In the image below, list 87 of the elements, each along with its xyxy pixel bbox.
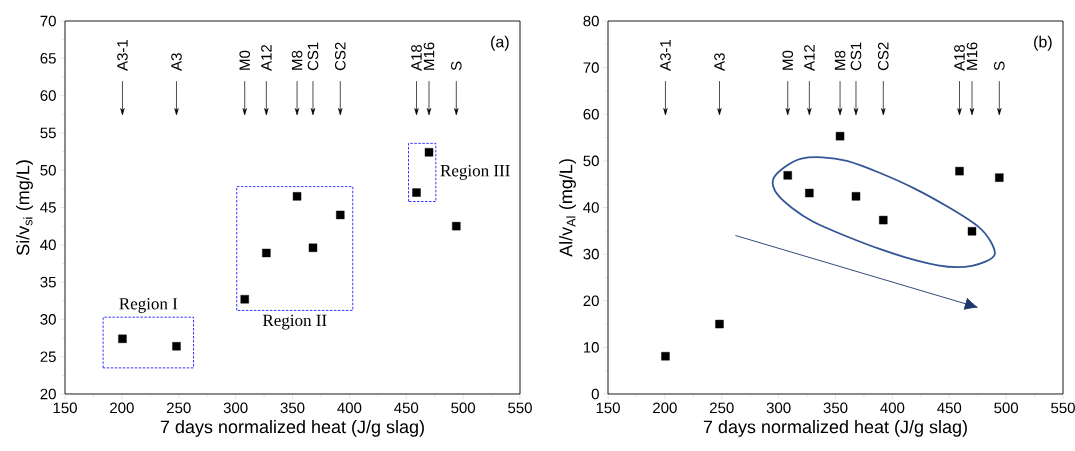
y-tick-label: 60 <box>583 108 599 120</box>
y-tick-label: 50 <box>40 164 56 176</box>
annotation: Region I <box>119 298 178 313</box>
x-tick-label: 200 <box>653 402 677 414</box>
point <box>240 295 249 304</box>
y-tick-label: 40 <box>583 202 599 213</box>
point <box>118 334 127 343</box>
annotation: A18 <box>411 44 422 71</box>
annotation: CS1 <box>850 42 862 71</box>
annotation: A12 <box>261 44 272 71</box>
annotation: S <box>993 61 1005 71</box>
annotation: A18 <box>954 44 965 71</box>
x-tick-label: 250 <box>710 402 734 414</box>
annotation: M8 <box>834 50 846 70</box>
point <box>336 210 345 220</box>
point <box>715 319 724 329</box>
x-axis-title: 7 days normalized heat (J/g slag) <box>703 420 967 437</box>
point <box>452 221 461 231</box>
x-tick-label: 150 <box>53 402 77 414</box>
point <box>308 243 318 252</box>
y-tick-label: 80 <box>583 15 599 27</box>
x-tick-label: 550 <box>508 402 532 414</box>
y-tick-label: 35 <box>40 276 56 288</box>
y-tick-label: 30 <box>40 314 56 325</box>
point <box>424 148 434 157</box>
x-tick-label: 300 <box>223 402 248 414</box>
annotation: (a) <box>491 35 509 51</box>
y-tick-label: 40 <box>40 239 56 251</box>
annotation: M16 <box>966 42 978 70</box>
point <box>955 166 964 176</box>
annotation: S <box>450 61 462 71</box>
y-tick-label: 30 <box>583 248 599 260</box>
annotation: A12 <box>804 44 815 71</box>
x-tick-label: 350 <box>823 402 848 414</box>
x-tick-label: 400 <box>337 402 362 414</box>
y-tick-label: 45 <box>40 202 56 213</box>
point <box>995 173 1004 182</box>
point <box>412 188 421 197</box>
point <box>805 188 814 198</box>
y-tick-label: 70 <box>40 15 56 27</box>
y-tick-label: 10 <box>583 342 599 353</box>
x-tick-label: 500 <box>994 402 1019 414</box>
y-tick-label: 60 <box>40 90 56 101</box>
annotation: M16 <box>423 42 435 70</box>
annotation: M0 <box>782 50 794 70</box>
point <box>292 192 302 201</box>
x-tick-label: 450 <box>394 402 419 414</box>
annotation: Region III <box>440 164 510 180</box>
y-tick-label: 25 <box>40 351 56 363</box>
x-tick-label: 400 <box>880 402 905 414</box>
x-tick-label: 200 <box>110 402 134 414</box>
y-tick-label: 20 <box>583 295 599 307</box>
annotation: (b) <box>1034 35 1052 51</box>
point <box>172 342 181 351</box>
x-tick-label: 250 <box>167 402 191 414</box>
annotation: CS2 <box>334 42 346 71</box>
y-tick-label: 70 <box>583 62 599 73</box>
annotation: A3 <box>171 53 182 71</box>
x-tick-label: 450 <box>937 402 962 414</box>
x-tick-label: 150 <box>596 402 620 414</box>
annotation: M8 <box>291 50 303 70</box>
x-axis-title: 7 days normalized heat (J/g slag) <box>160 420 424 437</box>
annotation: A3 <box>714 53 725 71</box>
x-tick-label: 500 <box>451 402 476 414</box>
point <box>835 131 845 141</box>
point <box>851 192 861 201</box>
y-tick-label: 65 <box>40 52 56 64</box>
x-tick-label: 300 <box>766 402 791 414</box>
annotation: A3-1 <box>660 39 671 71</box>
point <box>262 248 271 258</box>
point <box>661 352 670 361</box>
y-tick-label: 0 <box>591 388 599 400</box>
y-axis-title: Al/v$_{Al}$ (mg/L) <box>559 159 576 257</box>
y-tick-label: 55 <box>40 127 56 139</box>
y-tick-label: 20 <box>40 388 56 400</box>
x-tick-label: 550 <box>1051 402 1075 414</box>
annotation: CS1 <box>307 42 319 71</box>
annotation: M0 <box>239 50 251 70</box>
annotation: CS2 <box>877 42 889 71</box>
y-axis-title: Si/v$_{si}$ (mg/L) <box>16 160 33 255</box>
annotation: Region II <box>262 314 327 330</box>
point <box>967 227 977 236</box>
annotation: A3-1 <box>117 39 128 71</box>
x-tick-label: 350 <box>280 402 305 414</box>
point <box>879 215 888 225</box>
y-tick-label: 50 <box>583 155 599 167</box>
point <box>783 171 792 180</box>
